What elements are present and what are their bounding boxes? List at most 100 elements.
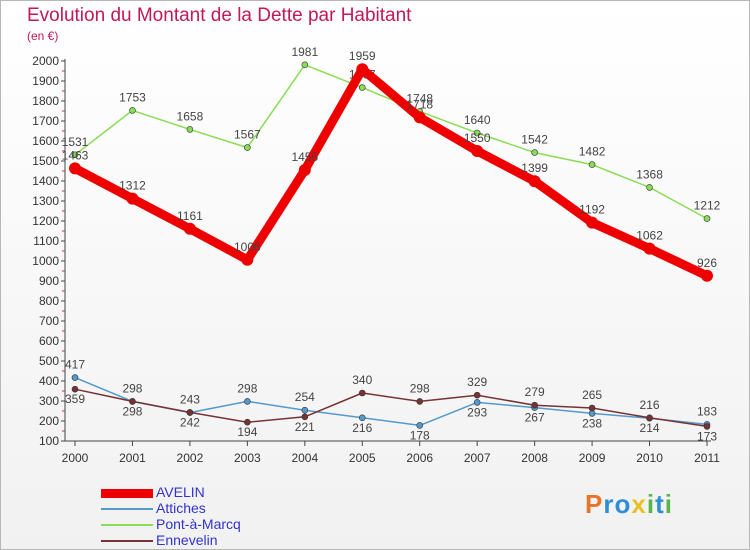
- data-point: [129, 107, 136, 114]
- data-label: 1748: [406, 91, 433, 105]
- data-label: 178: [410, 428, 430, 442]
- brand-logo: Proxiti: [585, 489, 673, 520]
- legend-label: Pont-à-Marcq: [156, 516, 241, 532]
- legend-swatch: [101, 488, 153, 498]
- data-point: [126, 192, 139, 205]
- data-point: [244, 418, 251, 426]
- data-point: [703, 423, 711, 430]
- data-point: [186, 409, 194, 416]
- data-point: [473, 399, 481, 406]
- data-point: [129, 398, 136, 405]
- brand-letter: P: [585, 489, 604, 519]
- data-label: 214: [640, 421, 660, 435]
- data-label: 243: [180, 392, 200, 406]
- data-label: 1482: [579, 145, 606, 159]
- data-point: [586, 216, 599, 229]
- data-point: [701, 269, 713, 282]
- data-point: [471, 145, 484, 157]
- chart-subtitle: (en €): [27, 29, 59, 43]
- data-label: 173: [697, 429, 717, 443]
- legend-swatch: [101, 540, 153, 542]
- data-point: [416, 422, 424, 429]
- data-label: 1062: [636, 229, 663, 243]
- data-point: [244, 398, 251, 405]
- data-point: [358, 84, 366, 91]
- data-label: 1455: [291, 150, 318, 164]
- data-point: [71, 151, 79, 159]
- data-label: 267: [525, 411, 545, 425]
- data-label: 298: [122, 381, 142, 395]
- chart-title: Evolution du Montant de la Dette par Hab…: [27, 5, 412, 26]
- x-tick-label: 2001: [119, 451, 146, 465]
- data-label: 1192: [579, 203, 605, 217]
- y-tick-label: 1700: [32, 114, 59, 128]
- data-point: [301, 406, 309, 414]
- legend-label: Attiches: [156, 500, 206, 516]
- brand-letter: t: [655, 489, 665, 519]
- brand-letter: o: [614, 489, 632, 519]
- data-label: 216: [640, 398, 660, 412]
- data-point: [69, 162, 81, 175]
- data-point: [473, 391, 481, 399]
- y-tick-label: 1600: [32, 134, 59, 148]
- x-tick-label: 2004: [291, 451, 318, 465]
- x-tick-label: 2009: [579, 451, 606, 465]
- data-label: 1368: [636, 167, 663, 181]
- data-label: 1399: [521, 161, 548, 175]
- data-label: 216: [352, 421, 372, 435]
- y-tick-label: 1200: [32, 214, 59, 228]
- data-point: [643, 242, 656, 255]
- data-point: [241, 253, 254, 266]
- y-tick-label: 600: [39, 334, 59, 348]
- data-label: 1718: [406, 97, 433, 111]
- x-tick-label: 2006: [406, 451, 433, 465]
- data-label: 1959: [349, 49, 376, 63]
- data-point: [244, 144, 251, 151]
- data-point: [186, 126, 194, 133]
- data-label: 221: [295, 420, 315, 434]
- x-tick-label: 2000: [62, 451, 89, 465]
- data-point: [413, 111, 426, 124]
- data-label: 1550: [464, 131, 491, 145]
- data-label: 298: [237, 381, 257, 395]
- y-tick-label: 200: [39, 414, 59, 428]
- x-tick-label: 2003: [234, 451, 261, 465]
- data-label: 1312: [119, 179, 146, 193]
- data-label: 194: [237, 425, 257, 439]
- data-point: [531, 149, 538, 156]
- data-point: [528, 175, 541, 188]
- y-tick-label: 1500: [32, 154, 59, 168]
- data-label: 298: [410, 381, 430, 395]
- brand-letter: i: [664, 489, 673, 519]
- data-label: 298: [122, 404, 142, 418]
- x-tick-label: 2007: [464, 451, 491, 465]
- y-tick-label: 100: [39, 434, 59, 448]
- data-label: 340: [352, 373, 372, 387]
- data-label: 1567: [234, 128, 261, 142]
- data-label: 1006: [234, 240, 261, 254]
- y-tick-label: 400: [39, 374, 59, 388]
- y-tick-label: 1900: [32, 74, 59, 88]
- brand-letter: r: [603, 489, 615, 519]
- data-label: 242: [180, 416, 200, 430]
- x-tick-label: 2010: [636, 451, 663, 465]
- data-point: [356, 63, 369, 76]
- y-tick-label: 500: [39, 354, 59, 368]
- data-label: 1640: [464, 113, 491, 127]
- x-tick-label: 2005: [349, 451, 376, 465]
- y-tick-label: 1300: [32, 194, 59, 208]
- data-label: 254: [295, 390, 315, 404]
- data-label: 1981: [291, 45, 318, 59]
- data-label: 279: [525, 385, 545, 399]
- data-label: 329: [467, 375, 487, 389]
- data-point: [588, 404, 596, 412]
- data-label: 1161: [177, 209, 203, 223]
- y-tick-label: 2000: [32, 54, 59, 68]
- data-point: [358, 414, 366, 422]
- data-label: 926: [697, 256, 717, 270]
- data-label: 1542: [521, 133, 548, 147]
- data-label: 417: [65, 358, 85, 372]
- data-label: 359: [65, 392, 85, 406]
- data-label: 183: [697, 404, 717, 418]
